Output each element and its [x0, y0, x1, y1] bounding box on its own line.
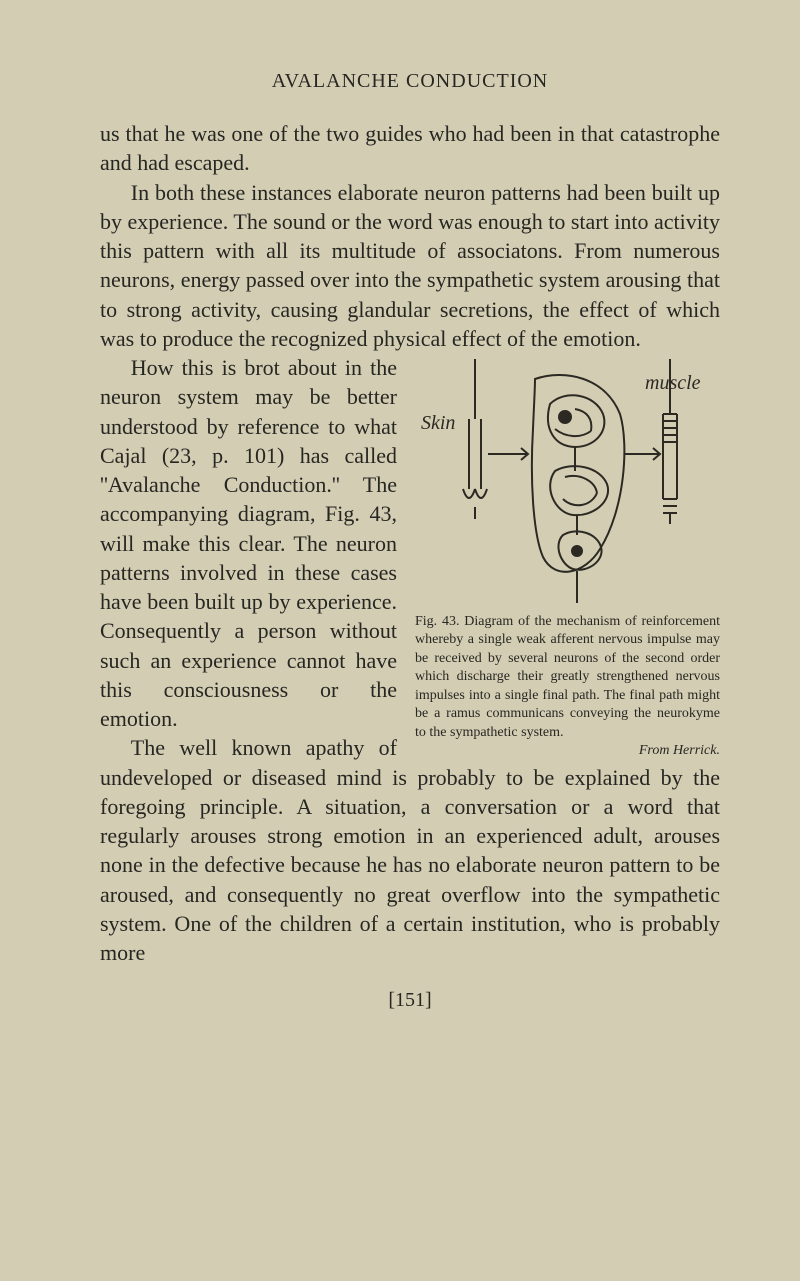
paragraph-1: us that he was one of the two guides who…	[100, 119, 720, 178]
figure-caption-body: Diagram of the mechanism of reinforcemen…	[415, 614, 720, 740]
figure-43: Skin muscle Fig. 43. Diagram of the mech…	[415, 359, 720, 761]
figure-43-diagram: Skin muscle	[415, 359, 720, 609]
fig-label-muscle: muscle	[645, 372, 701, 394]
chapter-title: AVALANCHE CONDUCTION	[100, 70, 720, 93]
page-number: [151]	[100, 989, 720, 1012]
figure-43-caption: Fig. 43. Diagram of the mechanism of rei…	[415, 613, 720, 761]
body-text-block: us that he was one of the two guides who…	[100, 119, 720, 967]
paragraph-4: The well known apathy of undeveloped or …	[100, 733, 720, 967]
figure-caption-lead: Fig. 43.	[415, 614, 459, 629]
figure-caption-attribution: From Herrick.	[415, 742, 720, 760]
paragraph-2: In both these instances elaborate neuron…	[100, 178, 720, 354]
fig-label-skin: Skin	[421, 412, 455, 434]
